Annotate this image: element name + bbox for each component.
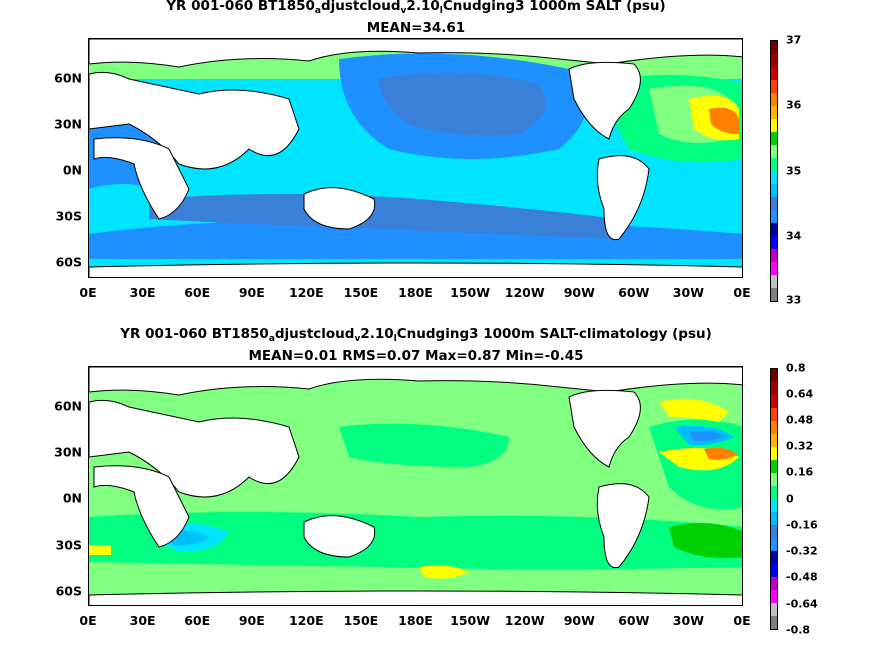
colorbar-swatch — [771, 210, 777, 223]
colorbar-swatch — [771, 275, 777, 288]
colorbar-swatch — [771, 590, 777, 603]
colorbar-swatch — [771, 288, 777, 301]
colorbar-swatch — [771, 460, 777, 473]
colorbar-swatch — [771, 197, 777, 210]
colorbar-swatch — [771, 551, 777, 564]
anomaly-field — [89, 367, 742, 605]
colorbar-swatch — [771, 236, 777, 249]
colorbar-swatch — [771, 184, 777, 197]
colorbar-swatch — [771, 473, 777, 486]
salinity-field — [89, 39, 742, 277]
colorbar-swatch — [771, 171, 777, 184]
colorbar-swatch — [771, 93, 777, 106]
colorbar-swatch — [771, 603, 777, 616]
colorbar — [770, 368, 778, 630]
panel-salt: YR 001-060 BT1850adjustcloudv2.10lCnudgi… — [54, 0, 802, 307]
colorbar — [770, 40, 778, 302]
panel-title: YR 001-060 BT1850adjustcloudv2.10lCnudgi… — [120, 326, 712, 344]
colorbar-swatch — [771, 486, 777, 499]
colorbar-swatch — [771, 434, 777, 447]
salinity-map — [88, 38, 743, 278]
panel-stats: MEAN=0.01 RMS=0.07 Max=0.87 Min=-0.45 — [248, 348, 584, 364]
colorbar-swatch — [771, 106, 777, 119]
colorbar-swatch — [771, 512, 777, 525]
colorbar-swatch — [771, 564, 777, 577]
colorbar-swatch — [771, 369, 777, 382]
colorbar-swatch — [771, 447, 777, 460]
colorbar-swatch — [771, 145, 777, 158]
colorbar-swatch — [771, 41, 777, 54]
panel-title: YR 001-060 BT1850adjustcloudv2.10lCnudgi… — [166, 0, 666, 16]
colorbar-swatch — [771, 132, 777, 145]
colorbar-swatch — [771, 249, 777, 262]
colorbar-swatch — [771, 616, 777, 629]
colorbar-swatch — [771, 223, 777, 236]
colorbar-swatch — [771, 382, 777, 395]
colorbar-swatch — [771, 499, 777, 512]
colorbar-swatch — [771, 421, 777, 434]
colorbar-swatch — [771, 525, 777, 538]
panel-salt-anomaly: YR 001-060 BT1850adjustcloudv2.10lCnudgi… — [54, 326, 818, 637]
colorbar-swatch — [771, 67, 777, 80]
colorbar-swatch — [771, 538, 777, 551]
colorbar-swatch — [771, 80, 777, 93]
panel-stats: MEAN=34.61 — [366, 20, 466, 36]
colorbar-swatch — [771, 408, 777, 421]
colorbar-swatch — [771, 54, 777, 67]
colorbar-swatch — [771, 158, 777, 171]
colorbar-swatch — [771, 119, 777, 132]
colorbar-swatch — [771, 395, 777, 408]
colorbar-swatch — [771, 577, 777, 590]
anomaly-map — [88, 366, 743, 606]
colorbar-swatch — [771, 262, 777, 275]
